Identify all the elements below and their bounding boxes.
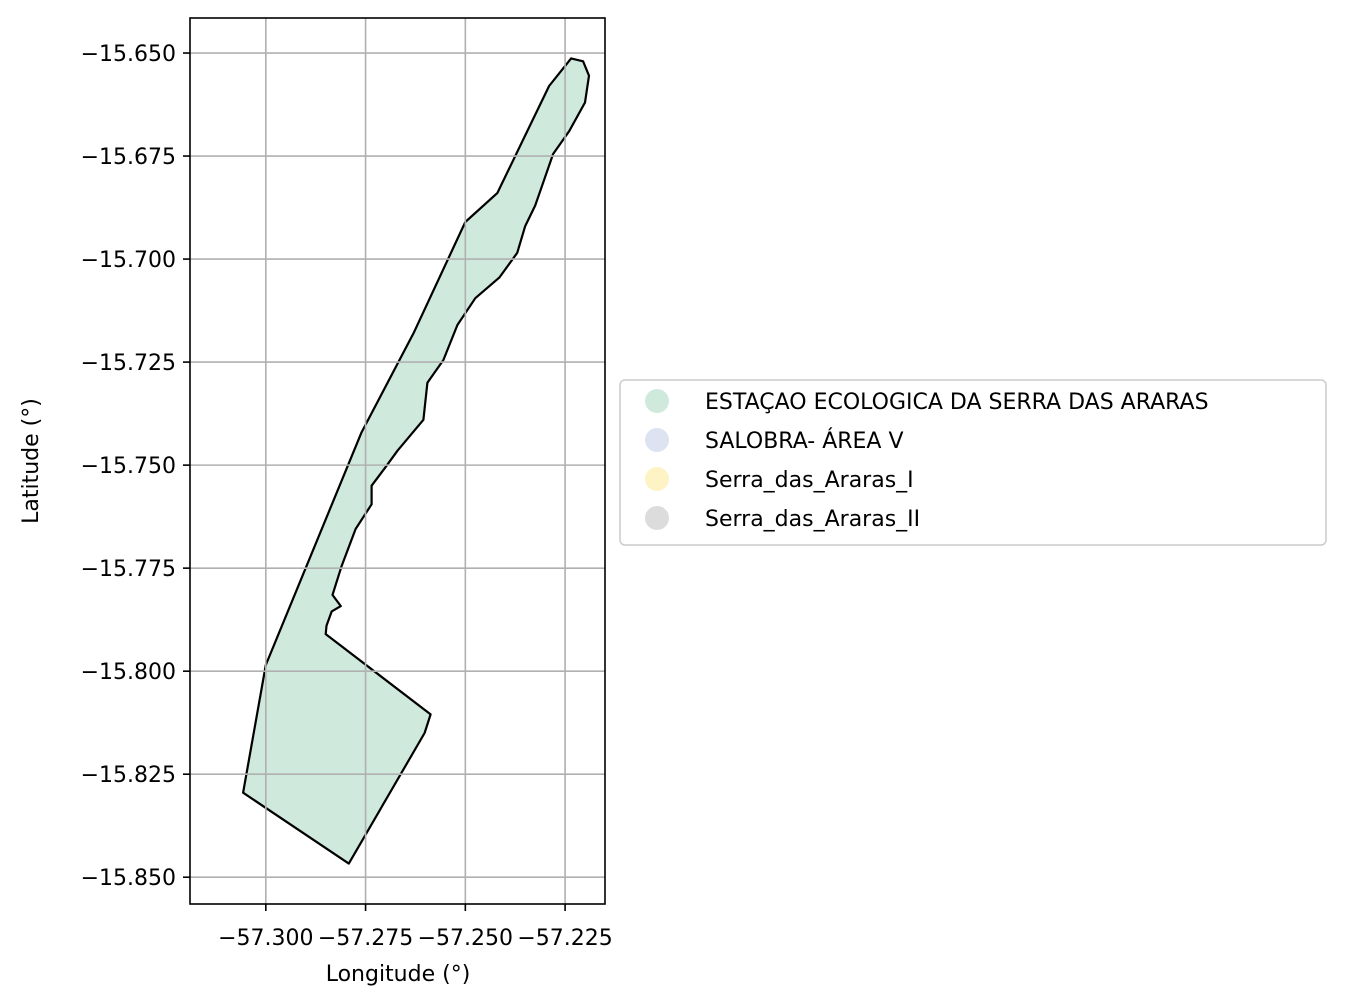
legend-marker bbox=[645, 506, 669, 530]
x-axis-ticks: −57.300 −57.275 −57.250 −57.225 bbox=[218, 904, 613, 951]
axes-frame bbox=[189, 17, 606, 905]
y-tick-label: −15.775 bbox=[81, 557, 176, 582]
y-axis-ticks: −15.650 −15.675 −15.700 −15.725 −15.750 −15.7… bbox=[81, 42, 190, 891]
y-tick-label: −15.750 bbox=[81, 454, 176, 479]
legend-label: ESTAÇAO ECOLOGICA DA SERRA DAS ARARAS bbox=[705, 390, 1209, 415]
y-tick-label: −15.650 bbox=[81, 42, 176, 67]
y-tick-label: −15.700 bbox=[81, 248, 176, 273]
legend-label: SALOBRA- ÁREA V bbox=[705, 428, 904, 454]
legend-marker bbox=[645, 467, 669, 491]
x-tick-label: −57.300 bbox=[218, 926, 313, 951]
legend-box bbox=[619, 379, 1327, 546]
y-tick-label: −15.675 bbox=[81, 145, 176, 170]
y-tick-label: −15.850 bbox=[81, 866, 176, 891]
x-axis-label: Longitude (°) bbox=[326, 962, 471, 987]
y-axis-label: Latitude (°) bbox=[19, 398, 44, 524]
y-tick-label: −15.725 bbox=[81, 351, 176, 376]
x-tick-label: −57.225 bbox=[517, 926, 612, 951]
grid bbox=[190, 18, 605, 904]
legend-marker bbox=[645, 389, 669, 413]
legend: ESTAÇAO ECOLOGICA DA SERRA DAS ARARAS SA… bbox=[619, 379, 1327, 546]
y-tick-label: −15.825 bbox=[81, 763, 176, 788]
y-tick-label: −15.800 bbox=[81, 660, 176, 685]
legend-label: Serra_das_Araras_I bbox=[705, 468, 914, 493]
legend-label: Serra_das_Araras_II bbox=[705, 507, 920, 532]
x-tick-label: −57.250 bbox=[418, 926, 513, 951]
map-plot-area bbox=[190, 18, 605, 904]
x-tick-label: −57.275 bbox=[318, 926, 413, 951]
legend-marker bbox=[645, 428, 669, 452]
